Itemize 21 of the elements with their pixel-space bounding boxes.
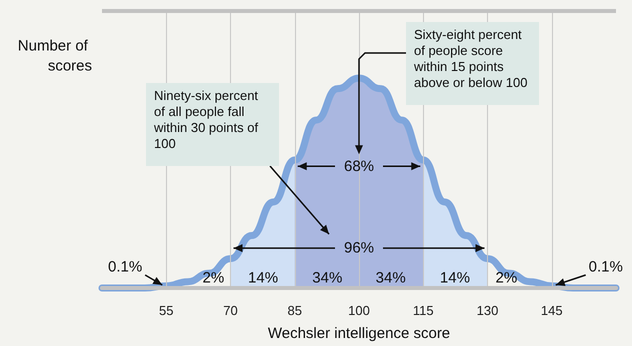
annotation: 0.1%	[588, 258, 623, 276]
x-tick-label: 115	[412, 303, 434, 318]
annotation: 34%	[376, 270, 406, 287]
note-box: Sixty-eight percent of people score within 15 points above or below 100	[406, 22, 539, 105]
x-axis-title: Wechsler intelligence score	[268, 325, 450, 342]
x-tick-label: 130	[476, 303, 498, 318]
y-axis-title: Number of scores	[18, 38, 92, 74]
annotation: 14%	[440, 270, 470, 287]
x-tick-label: 70	[223, 303, 238, 318]
x-tick-label: 145	[540, 303, 563, 318]
note-box: Ninety-six percent of all people fall within 30 points of 100	[146, 83, 279, 166]
annotation: 96%	[344, 240, 374, 257]
annotation: 34%	[312, 270, 342, 287]
annotation: 2%	[496, 270, 518, 287]
x-tick-label: 100	[348, 303, 370, 318]
annotation: 2%	[202, 270, 224, 287]
annotation: 0.1%	[108, 258, 142, 276]
x-tick-label: 55	[159, 303, 174, 318]
annotation: 68%	[344, 158, 374, 175]
annotation: 14%	[248, 270, 278, 287]
x-tick-label: 85	[288, 303, 302, 318]
